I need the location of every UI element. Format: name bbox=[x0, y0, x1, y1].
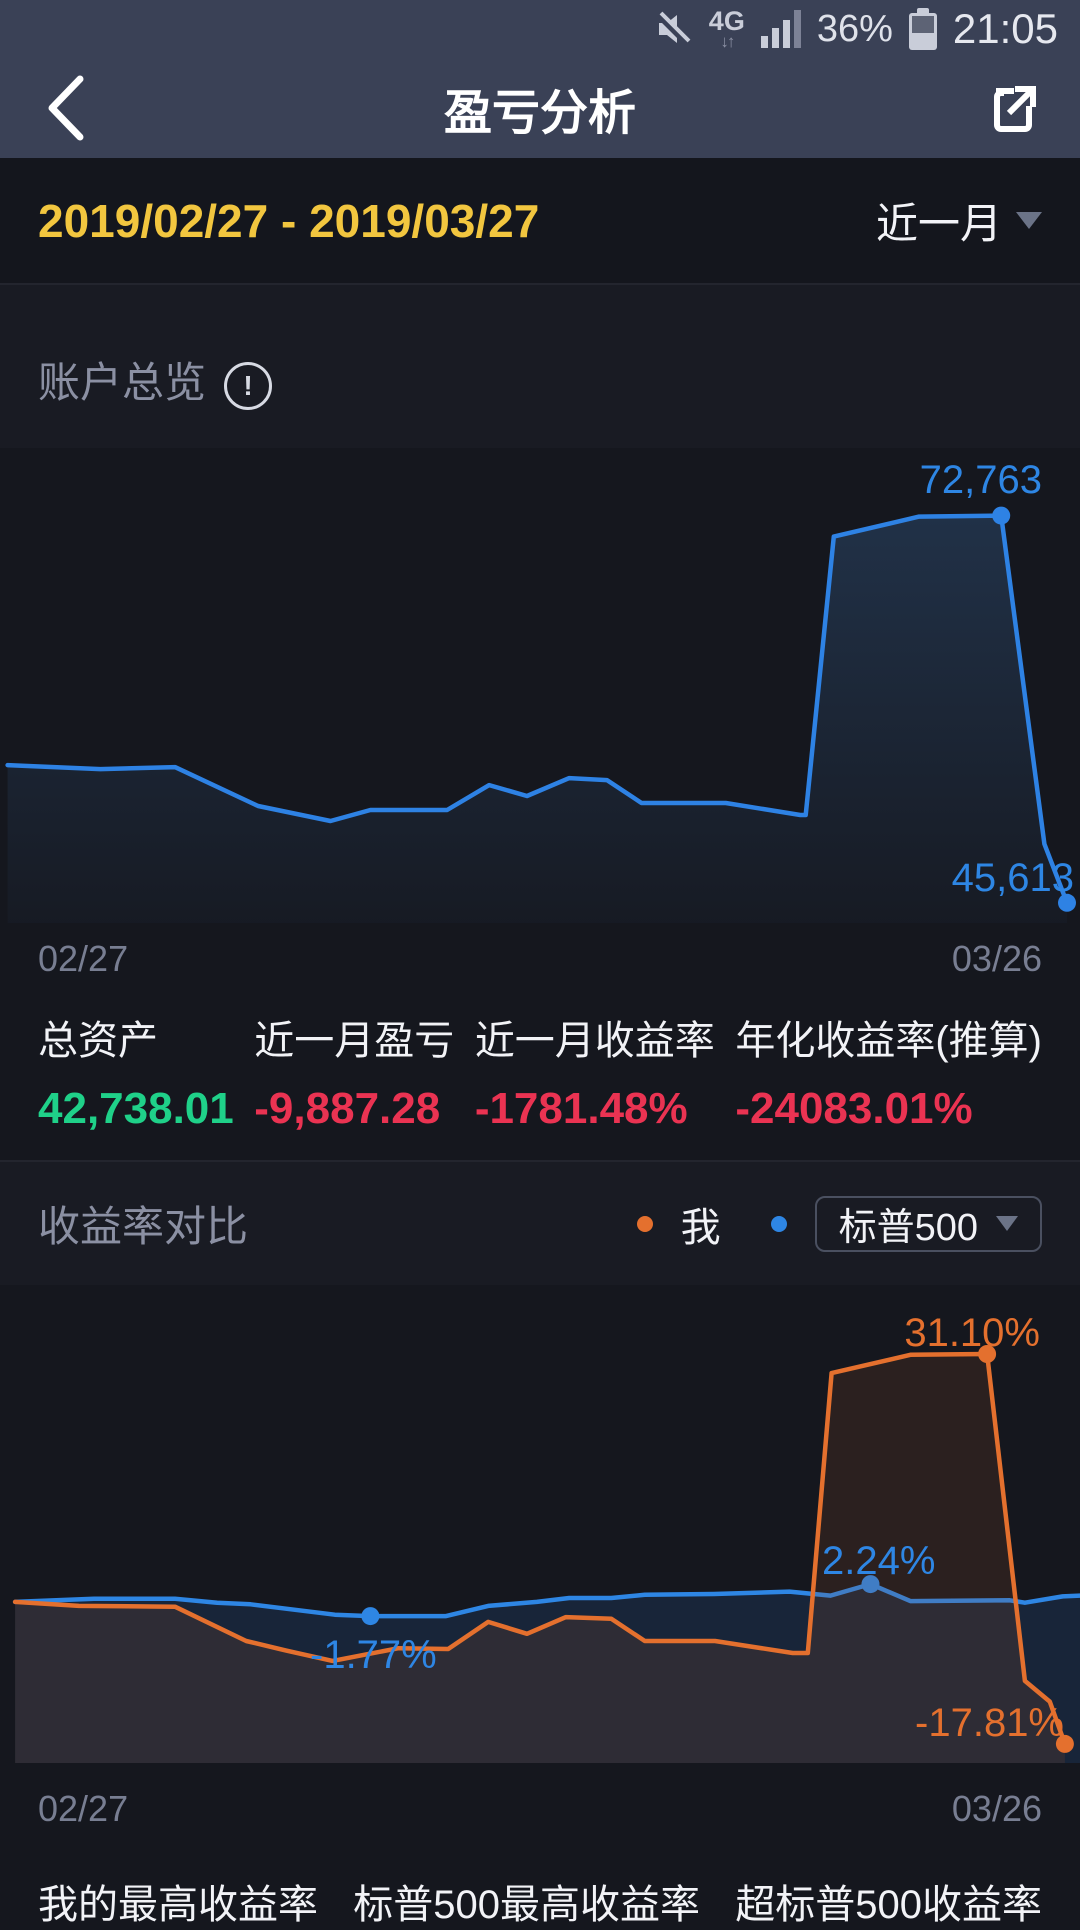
period-selector-label: 近一月 bbox=[875, 200, 1002, 247]
stat-value: -24083.01% bbox=[735, 1084, 973, 1133]
return-chart-axis: 02/27 03/26 bbox=[0, 1788, 1080, 1830]
benchmark-min-label: -1.77% bbox=[310, 1633, 437, 1677]
axis-end-label: 03/26 bbox=[951, 1788, 1042, 1829]
status-bar: 4G ↓↑ 36% 21:05 bbox=[0, 0, 1080, 58]
legend-benchmark-dot bbox=[770, 1215, 787, 1232]
comparison-legend: 我 标普500 bbox=[636, 1195, 1042, 1253]
account-overview-header: 账户总览 ! bbox=[0, 285, 1080, 448]
mute-icon bbox=[653, 9, 693, 49]
chevron-left-icon bbox=[48, 75, 84, 141]
legend-me-label: 我 bbox=[680, 1205, 721, 1250]
network-type-indicator: 4G ↓↑ bbox=[708, 6, 745, 51]
back-button[interactable] bbox=[26, 70, 106, 146]
chart-end-label: -17.81% bbox=[915, 1701, 1064, 1745]
return-chart-canvas bbox=[12, 1345, 1080, 1763]
date-range-row: 2019/02/27 - 2019/03/27 近一月 bbox=[0, 158, 1080, 285]
comparison-title: 收益率对比 bbox=[38, 1203, 249, 1250]
axis-start-label: 02/27 bbox=[38, 938, 129, 979]
signal-icon bbox=[760, 10, 801, 48]
return-comparison-chart[interactable]: 31.10% 2.24% -1.77% -17.81% bbox=[0, 1285, 1080, 1763]
account-stats: 总资产 42,738.01 近一月盈亏 -9,887.28 近一月收益率 -17… bbox=[0, 1008, 1080, 1134]
status-time: 21:05 bbox=[952, 5, 1058, 52]
account-overview-title: 账户总览 bbox=[38, 359, 207, 406]
chart-max-label: 72,763 bbox=[919, 458, 1042, 502]
benchmark-dropdown-label: 标普500 bbox=[838, 1207, 978, 1249]
battery-percent: 36% bbox=[816, 7, 893, 50]
axis-end-label: 03/26 bbox=[951, 938, 1042, 979]
nav-bar: 盈亏分析 bbox=[0, 58, 1080, 158]
assets-chart[interactable]: 72,763 45,613 bbox=[0, 448, 1080, 923]
chevron-down-icon bbox=[1016, 212, 1042, 229]
benchmark-max-label: 2.24% bbox=[822, 1539, 936, 1583]
chart-max-label: 31.10% bbox=[904, 1311, 1040, 1355]
comparison-header: 收益率对比 我 标普500 bbox=[0, 1160, 1080, 1285]
stat-value: -1781.48% bbox=[474, 1084, 688, 1133]
benchmark-dropdown[interactable]: 标普500 bbox=[814, 1195, 1042, 1252]
stat-value: 42,738.01 bbox=[38, 1084, 234, 1133]
footer-my-max-return: 我的最高收益率 bbox=[38, 1883, 318, 1927]
legend-me-dot bbox=[636, 1215, 653, 1232]
info-icon[interactable]: ! bbox=[224, 362, 273, 410]
axis-start-label: 02/27 bbox=[38, 1788, 129, 1829]
data-arrows-icon: ↓↑ bbox=[720, 32, 735, 51]
page-title: 盈亏分析 bbox=[443, 87, 636, 140]
chevron-down-icon bbox=[996, 1216, 1018, 1231]
stat-total-assets: 总资产 42,738.01 bbox=[38, 1019, 234, 1133]
chart-end-label: 45,613 bbox=[951, 856, 1074, 900]
stat-annualized-return: 年化收益率(推算) -24083.01% bbox=[735, 1019, 1042, 1133]
external-link-icon bbox=[994, 86, 1036, 132]
share-button[interactable] bbox=[974, 70, 1054, 146]
footer-excess-return: 超标普500收益率 bbox=[735, 1883, 1042, 1927]
stat-month-pnl: 近一月盈亏 -9,887.28 bbox=[254, 1019, 455, 1133]
assets-chart-axis: 02/27 03/26 bbox=[0, 938, 1080, 980]
comparison-footer: 我的最高收益率 标普500最高收益率 超标普500收益率 bbox=[0, 1872, 1080, 1930]
battery-icon bbox=[908, 8, 937, 50]
period-selector[interactable]: 近一月 bbox=[876, 190, 1042, 251]
stat-value: -9,887.28 bbox=[254, 1084, 441, 1133]
stat-month-return: 近一月收益率 -1781.48% bbox=[474, 1019, 715, 1133]
footer-benchmark-max-return: 标普500最高收益率 bbox=[353, 1883, 700, 1927]
date-range-text: 2019/02/27 - 2019/03/27 bbox=[38, 194, 540, 247]
assets-chart-canvas bbox=[5, 506, 1076, 923]
